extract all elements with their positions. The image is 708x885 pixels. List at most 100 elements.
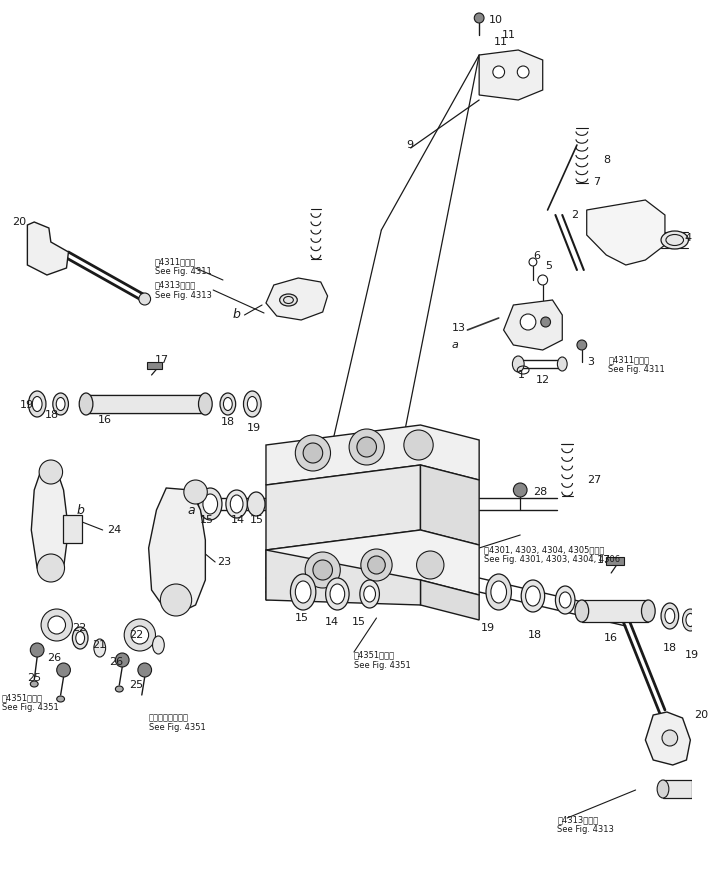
Ellipse shape xyxy=(360,580,379,608)
Text: 13: 13 xyxy=(452,323,466,333)
Text: See Fig. 4311: See Fig. 4311 xyxy=(154,267,211,276)
Text: 26: 26 xyxy=(110,657,124,667)
Text: a: a xyxy=(188,504,195,517)
Text: 11: 11 xyxy=(493,37,508,47)
Text: 19: 19 xyxy=(20,400,34,410)
Polygon shape xyxy=(266,465,421,550)
Polygon shape xyxy=(28,222,69,275)
Text: 14: 14 xyxy=(231,515,245,525)
Circle shape xyxy=(662,730,678,746)
Text: 25: 25 xyxy=(129,680,143,690)
Polygon shape xyxy=(503,300,562,350)
Text: 25: 25 xyxy=(28,673,42,683)
Text: 19: 19 xyxy=(685,650,699,660)
Circle shape xyxy=(39,460,62,484)
Ellipse shape xyxy=(326,578,349,610)
Ellipse shape xyxy=(641,600,655,622)
Ellipse shape xyxy=(330,584,345,604)
Circle shape xyxy=(541,317,551,327)
Text: 第４３５１図参照: 第４３５１図参照 xyxy=(149,713,188,722)
Text: See Fig. 4313: See Fig. 4313 xyxy=(154,290,212,299)
Text: 12: 12 xyxy=(536,375,550,385)
Ellipse shape xyxy=(76,632,84,644)
Ellipse shape xyxy=(683,609,698,631)
Text: 2: 2 xyxy=(571,210,578,220)
Bar xyxy=(86,395,205,413)
Ellipse shape xyxy=(280,294,297,306)
Polygon shape xyxy=(149,488,205,612)
Text: 7: 7 xyxy=(593,177,600,187)
Ellipse shape xyxy=(290,574,316,610)
Ellipse shape xyxy=(557,357,567,371)
Ellipse shape xyxy=(30,681,38,687)
Bar xyxy=(663,780,692,798)
Text: 18: 18 xyxy=(528,630,542,640)
Ellipse shape xyxy=(220,393,236,415)
Ellipse shape xyxy=(57,696,64,702)
Polygon shape xyxy=(479,50,543,100)
Circle shape xyxy=(115,653,129,667)
Text: See Fig. 4351: See Fig. 4351 xyxy=(2,704,59,712)
Text: 4: 4 xyxy=(685,233,692,243)
Ellipse shape xyxy=(657,780,669,798)
Circle shape xyxy=(513,483,527,497)
Text: See Fig. 4311: See Fig. 4311 xyxy=(608,366,665,374)
Polygon shape xyxy=(587,200,665,265)
Circle shape xyxy=(48,616,66,634)
Circle shape xyxy=(518,66,529,78)
Polygon shape xyxy=(266,278,328,320)
Circle shape xyxy=(520,314,536,330)
Text: 27: 27 xyxy=(587,475,601,485)
Ellipse shape xyxy=(53,393,69,415)
Text: 19: 19 xyxy=(246,423,261,433)
Text: 第4311図参照: 第4311図参照 xyxy=(608,356,649,365)
Circle shape xyxy=(361,549,392,581)
Circle shape xyxy=(303,443,323,463)
Circle shape xyxy=(57,663,70,677)
Text: 24: 24 xyxy=(108,525,122,535)
Text: b: b xyxy=(233,309,241,321)
Circle shape xyxy=(404,430,433,460)
Polygon shape xyxy=(646,712,690,765)
Text: 22: 22 xyxy=(72,623,86,633)
Text: 20: 20 xyxy=(695,710,708,720)
Bar xyxy=(147,362,162,369)
Circle shape xyxy=(124,619,156,651)
Circle shape xyxy=(474,13,484,23)
Circle shape xyxy=(313,560,333,580)
Text: 18: 18 xyxy=(45,410,59,420)
Bar xyxy=(606,557,624,565)
Circle shape xyxy=(349,429,384,465)
Text: 第4311図参照: 第4311図参照 xyxy=(154,258,195,266)
Ellipse shape xyxy=(56,397,65,411)
Ellipse shape xyxy=(198,393,212,415)
Circle shape xyxy=(295,435,331,471)
Ellipse shape xyxy=(513,356,524,372)
Text: 18: 18 xyxy=(663,643,677,653)
Circle shape xyxy=(37,554,64,582)
Text: 17: 17 xyxy=(154,355,169,365)
Ellipse shape xyxy=(525,586,540,606)
Ellipse shape xyxy=(33,396,42,412)
Ellipse shape xyxy=(686,613,695,627)
Ellipse shape xyxy=(226,490,247,518)
Ellipse shape xyxy=(72,627,88,649)
Ellipse shape xyxy=(521,580,544,612)
Ellipse shape xyxy=(198,488,222,520)
Text: 19: 19 xyxy=(481,623,495,633)
Ellipse shape xyxy=(555,586,575,614)
Ellipse shape xyxy=(230,495,243,513)
Text: 第4313図参照: 第4313図参照 xyxy=(154,281,195,289)
Bar xyxy=(582,600,649,622)
Ellipse shape xyxy=(115,686,123,692)
Text: 28: 28 xyxy=(533,487,547,497)
Text: 14: 14 xyxy=(325,617,338,627)
Text: See Fig. 4351: See Fig. 4351 xyxy=(149,724,205,733)
Circle shape xyxy=(131,626,149,644)
Text: 第4313図参照: 第4313図参照 xyxy=(557,815,599,825)
Ellipse shape xyxy=(486,574,511,610)
Text: See Fig. 4301, 4303, 4304, 4306: See Fig. 4301, 4303, 4304, 4306 xyxy=(484,556,620,565)
Circle shape xyxy=(30,643,44,657)
Ellipse shape xyxy=(295,581,311,603)
Ellipse shape xyxy=(665,609,675,624)
